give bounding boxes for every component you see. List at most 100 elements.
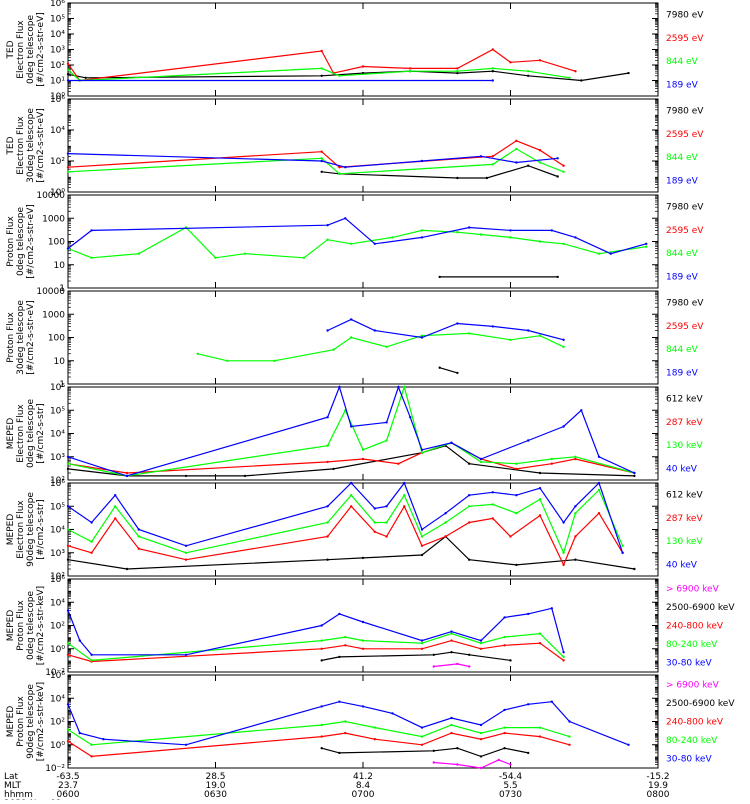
legend-entry: > 6900 keV xyxy=(666,680,720,690)
y-tick-label: 10² xyxy=(50,476,65,486)
y-axis-label-line: Electron Flux xyxy=(16,20,26,79)
data-point xyxy=(450,630,453,633)
legend-entry: 130 keV xyxy=(666,441,703,451)
data-point xyxy=(562,425,565,428)
data-point xyxy=(538,334,542,337)
y-axis-label-line: [#/cm2-s-str] xyxy=(36,499,46,559)
data-point xyxy=(409,70,412,73)
data-point xyxy=(90,743,93,746)
data-point xyxy=(479,639,483,642)
data-point xyxy=(338,166,341,169)
data-point xyxy=(385,521,388,524)
data-point xyxy=(332,348,335,351)
data-point xyxy=(90,540,93,543)
data-point xyxy=(114,505,117,508)
panel-frame xyxy=(67,386,659,481)
data-point xyxy=(538,735,542,738)
data-point xyxy=(503,635,506,639)
data-point xyxy=(503,708,506,712)
data-point xyxy=(456,70,459,73)
data-point xyxy=(645,245,648,248)
data-point xyxy=(403,385,406,389)
data-point xyxy=(568,743,571,746)
data-point xyxy=(338,655,341,659)
data-point xyxy=(350,494,353,497)
data-point xyxy=(562,345,565,348)
data-point xyxy=(420,553,424,557)
x-tick-label-lat: 41.2 xyxy=(353,772,373,782)
data-point xyxy=(491,155,494,158)
y-tick-label: 10⁰ xyxy=(50,92,65,102)
legend-entry: 189 eV xyxy=(666,80,699,90)
series-line xyxy=(67,732,570,758)
y-axis-label: Proton Flux 0deg telescope [#/cm2-s-str-eV… xyxy=(6,204,36,279)
data-point xyxy=(66,558,70,561)
legend-entry: 240-800 keV xyxy=(666,622,724,632)
data-point xyxy=(243,474,247,478)
data-point xyxy=(420,647,424,650)
data-point xyxy=(66,467,70,471)
y-axis-label-line: [#/cm2-s-str] xyxy=(36,403,46,463)
legend-entry: 2595 eV xyxy=(666,34,704,44)
legend-entry: 2595 eV xyxy=(666,226,704,236)
data-point xyxy=(574,558,577,561)
y-tick-label: 10⁰ xyxy=(50,645,65,655)
y-axis-label: MEPED Electron Flux 0deg telescope [#/cm2-s… xyxy=(6,399,46,469)
data-point xyxy=(373,530,376,533)
y-tick-label: 10⁴ xyxy=(50,598,65,608)
data-point xyxy=(479,233,483,236)
data-point xyxy=(568,720,571,723)
data-point xyxy=(633,471,636,475)
y-axis-label-line: Electron Flux xyxy=(16,500,26,559)
legend-entry: 844 eV xyxy=(666,57,699,67)
data-point xyxy=(627,743,630,746)
data-point xyxy=(580,409,583,412)
x-tick-label-mlt: 23.7 xyxy=(58,781,78,791)
data-point xyxy=(66,642,70,645)
data-point xyxy=(420,535,424,538)
data-point xyxy=(338,172,341,175)
data-point xyxy=(338,74,341,78)
legend-entry: 40 keV xyxy=(666,464,698,474)
data-point xyxy=(114,494,117,497)
data-point xyxy=(320,150,323,153)
y-tick-label: 10² xyxy=(50,572,65,582)
legend-entry: 2500-6900 keV xyxy=(666,603,735,613)
data-point xyxy=(491,67,494,70)
data-point xyxy=(621,551,624,554)
data-point xyxy=(361,556,365,560)
y-axis-label-line: Proton Flux xyxy=(16,600,26,651)
data-point xyxy=(420,735,424,738)
y-axis-label-line: [#/cm2-s-str-eV] xyxy=(26,204,36,279)
legend-entry: 844 eV xyxy=(666,153,699,163)
data-point xyxy=(527,164,530,167)
y-tick-label: 1000 xyxy=(42,310,65,320)
series-line xyxy=(67,70,629,82)
data-point xyxy=(444,535,447,538)
data-point xyxy=(420,544,424,547)
data-point xyxy=(66,79,70,82)
data-point xyxy=(562,164,565,167)
data-point xyxy=(527,74,530,78)
data-point xyxy=(515,494,518,497)
data-point xyxy=(350,336,353,339)
legend-entry: 7980 eV xyxy=(666,107,704,117)
data-point xyxy=(574,236,577,239)
data-point xyxy=(66,152,70,155)
data-point xyxy=(550,607,553,610)
data-point xyxy=(497,758,500,762)
data-point xyxy=(226,359,229,362)
series-line xyxy=(327,318,564,341)
y-tick-label: 10² xyxy=(50,718,65,728)
data-point xyxy=(420,448,424,451)
data-point xyxy=(66,740,70,743)
data-point xyxy=(580,79,583,82)
series-line xyxy=(67,217,647,255)
legend-entry: 612 keV xyxy=(666,491,703,501)
panel-frame xyxy=(67,290,659,385)
data-point xyxy=(597,488,601,492)
y-axis-label-line: MEPED xyxy=(6,514,16,546)
data-point xyxy=(420,451,424,454)
data-point xyxy=(137,528,140,531)
data-point xyxy=(456,71,459,75)
